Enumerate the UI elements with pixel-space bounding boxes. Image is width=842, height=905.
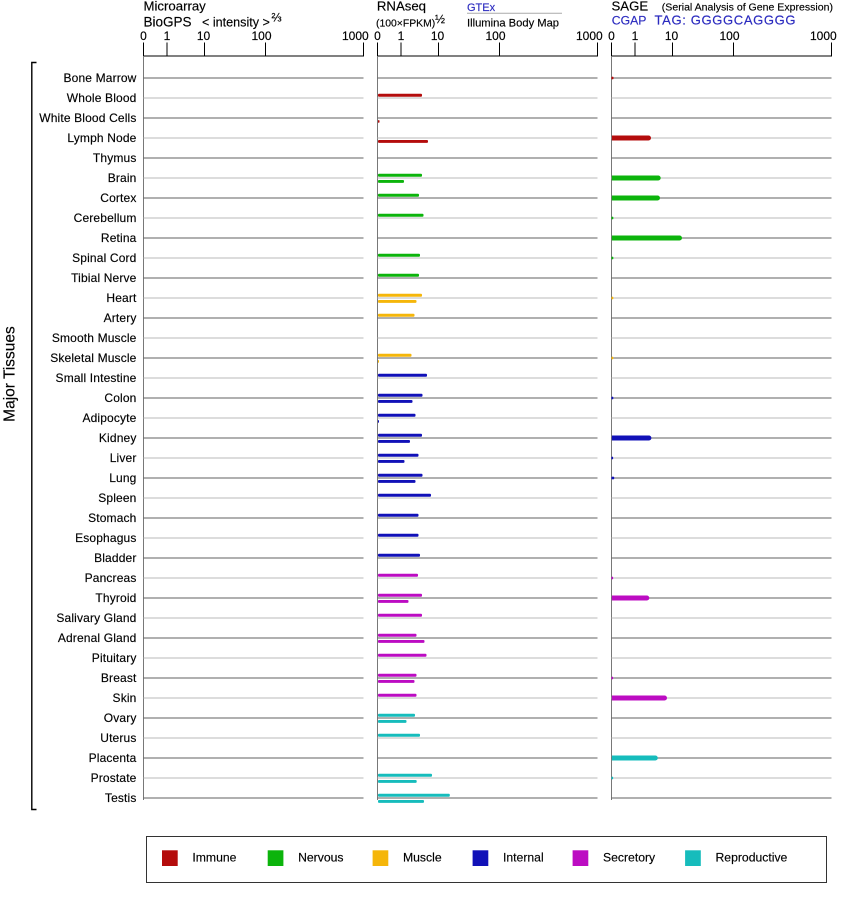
svg-text:Pancreas: Pancreas: [85, 571, 137, 585]
svg-text:BioGPS: BioGPS: [144, 15, 192, 30]
svg-text:Secretory: Secretory: [603, 851, 656, 865]
svg-text:10: 10: [431, 29, 445, 43]
svg-text:100: 100: [719, 29, 739, 43]
svg-text:Bladder: Bladder: [94, 551, 136, 565]
svg-text:SAGE: SAGE: [612, 0, 649, 14]
svg-text:Thymus: Thymus: [93, 151, 137, 165]
svg-text:Cortex: Cortex: [100, 191, 136, 205]
svg-text:1000: 1000: [810, 29, 837, 43]
svg-text:1: 1: [398, 29, 405, 43]
svg-text:Placenta: Placenta: [89, 751, 137, 765]
svg-text:Whole Blood: Whole Blood: [67, 91, 137, 105]
svg-text:100: 100: [251, 29, 271, 43]
svg-text:½: ½: [435, 12, 445, 26]
svg-text:10: 10: [665, 29, 679, 43]
svg-text:Muscle: Muscle: [403, 851, 442, 865]
svg-text:Spinal Cord: Spinal Cord: [72, 251, 136, 265]
svg-text:White Blood Cells: White Blood Cells: [39, 111, 136, 125]
svg-text:Colon: Colon: [104, 391, 136, 405]
svg-text:Artery: Artery: [104, 311, 137, 325]
svg-text:Immune: Immune: [192, 851, 236, 865]
svg-text:1000: 1000: [576, 29, 603, 43]
svg-text:Prostate: Prostate: [91, 771, 137, 785]
svg-text:Esophagus: Esophagus: [75, 531, 136, 545]
svg-text:Salivary Gland: Salivary Gland: [56, 611, 136, 625]
svg-text:Skin: Skin: [113, 691, 137, 705]
svg-text:10: 10: [197, 29, 211, 43]
svg-text:Lung: Lung: [109, 471, 136, 485]
svg-text:1000: 1000: [342, 29, 369, 43]
svg-text:0: 0: [140, 29, 147, 43]
svg-text:Breast: Breast: [101, 671, 137, 685]
svg-text:Illumina Body Map: Illumina Body Map: [467, 18, 559, 30]
svg-text:Internal: Internal: [503, 851, 544, 865]
svg-text:Reproductive: Reproductive: [716, 851, 788, 865]
svg-text:1: 1: [164, 29, 171, 43]
svg-text:Adrenal Gland: Adrenal Gland: [58, 631, 137, 645]
svg-text:Retina: Retina: [101, 231, 137, 245]
svg-text:Heart: Heart: [106, 291, 137, 305]
svg-text:TAG: GGGGCAGGGG: TAG: GGGGCAGGGG: [655, 13, 797, 28]
svg-text:Brain: Brain: [108, 171, 137, 185]
svg-text:Lymph Node: Lymph Node: [67, 131, 136, 145]
svg-text:0: 0: [608, 29, 615, 43]
svg-text:Major Tissues: Major Tissues: [2, 326, 19, 422]
svg-text:(Serial Analysis of Gene Expre: (Serial Analysis of Gene Expression): [662, 2, 833, 14]
svg-text:Tibial Nerve: Tibial Nerve: [71, 271, 137, 285]
svg-text:Stomach: Stomach: [88, 511, 136, 525]
svg-text:RNAseq: RNAseq: [377, 0, 426, 14]
svg-text:Pituitary: Pituitary: [92, 651, 137, 665]
svg-text:< intensity >: < intensity >: [202, 16, 270, 30]
svg-text:Microarray: Microarray: [144, 0, 207, 14]
svg-text:Thyroid: Thyroid: [95, 591, 136, 605]
svg-text:Spleen: Spleen: [98, 491, 136, 505]
svg-text:Nervous: Nervous: [298, 851, 343, 865]
svg-text:CGAP: CGAP: [612, 14, 647, 28]
svg-text:(100×FPKM): (100×FPKM): [376, 19, 435, 30]
svg-text:Ovary: Ovary: [104, 711, 137, 725]
svg-text:Uterus: Uterus: [100, 731, 136, 745]
svg-text:1: 1: [632, 29, 639, 43]
svg-text:Bone Marrow: Bone Marrow: [63, 71, 136, 85]
svg-text:Liver: Liver: [110, 451, 137, 465]
svg-text:Skeletal Muscle: Skeletal Muscle: [50, 351, 136, 365]
svg-text:100: 100: [485, 29, 505, 43]
svg-text:Small Intestine: Small Intestine: [56, 371, 137, 385]
svg-text:0: 0: [374, 29, 381, 43]
svg-text:Adipocyte: Adipocyte: [82, 411, 136, 425]
svg-text:⅔: ⅔: [272, 11, 282, 25]
svg-text:Smooth Muscle: Smooth Muscle: [52, 331, 137, 345]
svg-text:Testis: Testis: [105, 791, 137, 805]
svg-text:Kidney: Kidney: [99, 431, 137, 445]
svg-text:GTEx: GTEx: [467, 2, 496, 14]
svg-text:Cerebellum: Cerebellum: [74, 211, 137, 225]
